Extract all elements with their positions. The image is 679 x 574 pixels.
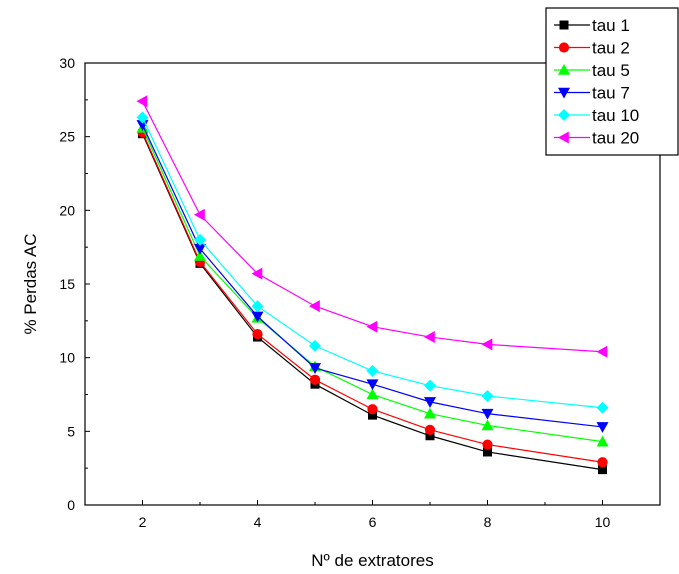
- legend-marker: [559, 20, 569, 30]
- series-tau-1: [138, 129, 607, 475]
- data-point: [194, 208, 205, 221]
- series-line: [141, 127, 603, 443]
- data-point: [366, 388, 379, 400]
- y-axis: 0 5 10 15 20 25 30: [59, 55, 90, 513]
- data-point: [366, 364, 379, 377]
- legend-marker: [558, 109, 570, 121]
- data-point: [596, 345, 608, 358]
- legend-label: tau 1: [592, 16, 630, 35]
- data-point: [597, 457, 608, 468]
- data-point: [481, 408, 494, 420]
- x-axis-label: Nº de extratores: [311, 551, 433, 570]
- data-point: [252, 328, 263, 340]
- data-point: [481, 419, 494, 431]
- series-line: [141, 117, 603, 409]
- data-point: [424, 397, 436, 408]
- x-tick-label: 6: [369, 514, 377, 530]
- y-axis-label: % Perdas AC: [21, 233, 40, 334]
- legend-marker: [558, 42, 570, 53]
- data-point: [481, 389, 494, 402]
- legend-label: tau 2: [592, 39, 630, 58]
- data-point: [309, 374, 321, 385]
- data-point: [309, 339, 321, 352]
- legend-marker: [558, 131, 569, 144]
- legend-item: tau 2: [554, 39, 630, 58]
- legend-item: tau 10: [554, 106, 639, 125]
- legend-label: tau 5: [592, 61, 630, 80]
- legend: tau 1 tau 2 tau 5 tau 7 tau 10 tau 20: [545, 7, 679, 156]
- data-point: [481, 338, 493, 351]
- data-point: [309, 300, 320, 313]
- x-tick-label: 4: [254, 514, 262, 530]
- data-point: [194, 233, 206, 246]
- x-tick-label: 2: [139, 514, 147, 530]
- legend-marker: [558, 64, 570, 75]
- data-point: [251, 311, 264, 323]
- x-tick-label: 8: [484, 514, 492, 530]
- data-point: [367, 404, 378, 415]
- series-layer: [136, 95, 609, 475]
- series-tau-2: [137, 127, 608, 468]
- legend-marker: [558, 87, 570, 99]
- y-tick-label: 0: [67, 497, 75, 513]
- data-point: [309, 363, 321, 374]
- y-tick-label: 30: [59, 55, 75, 71]
- data-point: [424, 331, 435, 344]
- data-point: [482, 439, 493, 450]
- legend-label: tau 10: [592, 106, 639, 125]
- legend-item: tau 20: [554, 129, 639, 148]
- y-tick-label: 10: [59, 350, 75, 366]
- y-tick-label: 15: [59, 276, 75, 292]
- legend-label: tau 7: [592, 84, 630, 103]
- series-line: [141, 101, 603, 353]
- legend-item: tau 5: [554, 61, 630, 80]
- series-tau-7: [136, 120, 609, 433]
- data-point: [424, 407, 436, 419]
- data-point: [483, 447, 492, 457]
- data-point: [136, 95, 148, 108]
- data-point: [596, 422, 609, 433]
- legend-item: tau 7: [554, 84, 630, 103]
- series-tau-10: [136, 111, 609, 414]
- y-tick-label: 25: [59, 129, 75, 145]
- series-line: [141, 132, 603, 463]
- plot-area: 0 5 10 15 20 25 30 2 4 6 8 10: [59, 55, 661, 530]
- data-point: [251, 267, 263, 280]
- data-point: [596, 435, 609, 447]
- legend-box: [545, 7, 679, 156]
- legend-item: tau 1: [554, 16, 630, 35]
- data-point: [424, 424, 436, 435]
- data-point: [368, 410, 377, 420]
- data-point: [251, 300, 264, 313]
- data-point: [425, 431, 435, 441]
- y-tick-label: 20: [59, 202, 75, 218]
- data-point: [596, 401, 609, 414]
- data-point: [366, 379, 379, 391]
- data-point: [194, 243, 206, 255]
- x-tick-label: 10: [595, 514, 611, 530]
- data-point: [598, 465, 607, 475]
- series-line: [141, 124, 603, 428]
- y-tick-label: 5: [67, 423, 75, 439]
- data-point: [366, 320, 378, 333]
- data-point: [424, 379, 436, 392]
- series-line: [141, 133, 603, 471]
- series-tau-5: [136, 121, 609, 447]
- data-point: [136, 111, 149, 124]
- legend-label: tau 20: [592, 129, 639, 148]
- data-point: [194, 250, 206, 261]
- x-axis: 2 4 6 8 10: [84, 500, 661, 530]
- series-tau-20: [136, 95, 608, 358]
